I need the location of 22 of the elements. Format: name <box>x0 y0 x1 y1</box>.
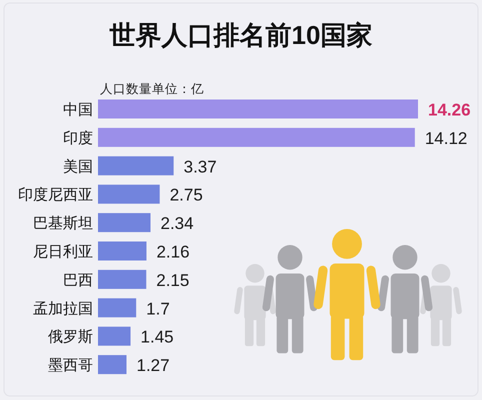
category-label: 巴西 <box>63 272 93 289</box>
category-label: 尼日利亚 <box>33 244 93 260</box>
data-label: 3.37 <box>184 157 217 176</box>
category-label: 孟加拉国 <box>33 300 93 318</box>
category-label: 美国 <box>63 158 93 176</box>
category-label: 中国 <box>63 102 93 118</box>
category-label: 巴基斯坦 <box>33 215 93 232</box>
data-label: 2.16 <box>156 242 190 262</box>
data-label: 2.15 <box>156 270 190 290</box>
category-label: 印度尼西亚 <box>18 186 93 204</box>
data-label: 2.34 <box>160 214 194 234</box>
category-label: 印度 <box>63 130 93 147</box>
data-label: 1.7 <box>146 299 170 318</box>
data-label: 1.27 <box>136 356 170 376</box>
category-label: 俄罗斯 <box>48 328 93 346</box>
data-label: 14.12 <box>424 128 468 148</box>
data-label: 14.26 <box>428 100 471 120</box>
annotation: 人口数量单位：亿 <box>100 82 204 96</box>
title: 世界人口排名前10国家 <box>110 20 372 50</box>
data-label: 2.75 <box>170 186 203 205</box>
category-label: 墨西哥 <box>48 357 93 374</box>
data-label: 1.45 <box>140 328 174 347</box>
